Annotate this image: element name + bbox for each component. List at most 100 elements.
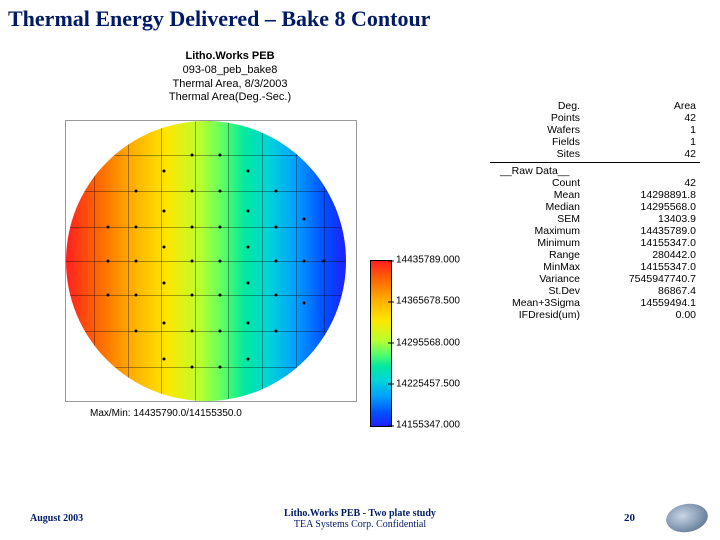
wafer-point [322,260,325,263]
stats-summary-row: Points42 [490,112,700,124]
wafer-point [191,226,194,229]
wafer-point [219,330,222,333]
stats-raw-row: Variance7545947740.7 [490,273,700,285]
stats-raw-row: Median14295568.0 [490,201,700,213]
wafer-point [191,293,194,296]
stats-raw-row: Range280442.0 [490,249,700,261]
grid-horizontal [66,331,346,332]
wafer-point [247,321,250,324]
colorbar-tick: 14155347.000 [396,420,496,431]
colorbar-tick: 14295568.000 [396,337,496,348]
footer-page: 20 [624,512,635,524]
wafer-grid [66,121,346,401]
wafer-point [247,282,250,285]
grid-horizontal [66,191,346,192]
colorbar-tick: 14225457.500 [396,378,496,389]
stats-label: SEM [490,213,580,225]
wafer-point [303,260,306,263]
stats-label: Range [490,249,580,261]
stats-value: 42 [580,112,696,124]
wafer-point [303,218,306,221]
wafer-point [163,170,166,173]
stats-label: Minimum [490,237,580,249]
wafer-point [219,293,222,296]
wafer-point [219,366,222,369]
stats-raw-row: Maximum14435789.0 [490,225,700,237]
wafer-point [135,226,138,229]
footer-logo-icon [664,501,710,536]
wafer-contour [66,121,346,401]
wafer-point [107,226,110,229]
footer-line1: Litho.Works PEB - Two plate study [284,508,436,519]
wafer-point [163,209,166,212]
stats-label: Variance [490,273,580,285]
wafer-point [247,170,250,173]
stats-raw-row: MinMax14155347.0 [490,261,700,273]
wafer-point [135,190,138,193]
wafer-point [107,260,110,263]
stats-value: 14298891.8 [580,189,696,201]
stats-header: Deg. Area [490,100,700,112]
stats-separator [490,162,700,163]
chart-header: Litho.Works PEB 093-08_peb_bake8 Thermal… [150,50,310,105]
colorbar-tick: 14435789.000 [396,255,496,266]
stats-value: 14559494.1 [580,297,696,309]
wafer-point [191,260,194,263]
stats-label: MinMax [490,261,580,273]
stats-value: 14295568.0 [580,201,696,213]
stats-value: 0.00 [580,309,696,321]
footer-line2: TEA Systems Corp. Confidential [294,519,426,530]
stats-value: 14155347.0 [580,261,696,273]
wafer-point [135,260,138,263]
stats-value: 42 [580,148,696,160]
stats-value: 14155347.0 [580,237,696,249]
wafer-frame [65,120,357,402]
stats-panel: Deg. Area Points42Wafers1Fields1Sites42 … [490,100,700,321]
stats-summary-row: Wafers1 [490,124,700,136]
wafer-point [163,246,166,249]
chart-header-line3: Thermal Area, 8/3/2003 [150,78,310,92]
wafer-point [107,293,110,296]
maxmin-label: Max/Min: 14435790.0/14155350.0 [90,408,242,419]
page-title: Thermal Energy Delivered – Bake 8 Contou… [0,0,720,38]
stats-value: 7545947740.7 [580,273,696,285]
stats-raw-row: Mean14298891.8 [490,189,700,201]
stats-label: Median [490,201,580,213]
wafer-point [247,358,250,361]
stats-label: Maximum [490,225,580,237]
stats-label: Fields [490,136,580,148]
stats-label: Sites [490,148,580,160]
stats-raw-row: Count42 [490,177,700,189]
wafer-point [135,330,138,333]
wafer-point [275,190,278,193]
stats-label: IFDresid(um) [490,309,580,321]
stats-label: Mean+3Sigma [490,297,580,309]
chart-header-line2: 093-08_peb_bake8 [150,64,310,78]
stats-label: Wafers [490,124,580,136]
stats-label: Mean [490,189,580,201]
wafer-point [247,246,250,249]
grid-horizontal [66,367,346,368]
chart-area: Litho.Works PEB 093-08_peb_bake8 Thermal… [10,50,710,490]
wafer-point [219,226,222,229]
wafer-point [219,153,222,156]
stats-raw-row: Minimum14155347.0 [490,237,700,249]
stats-label: St.Dev [490,285,580,297]
footer-center: Litho.Works PEB - Two plate study TEA Sy… [0,508,720,530]
stats-value: 280442.0 [580,249,696,261]
footer: August 2003 Litho.Works PEB - Two plate … [0,500,720,534]
stats-value: 86867.4 [580,285,696,297]
stats-value: 1 [580,136,696,148]
stats-raw-row: St.Dev86867.4 [490,285,700,297]
wafer-point [303,302,306,305]
stats-value: 42 [580,177,696,189]
chart-header-line1: Litho.Works PEB [150,50,310,64]
stats-value: 14435789.0 [580,225,696,237]
wafer-point [275,330,278,333]
stats-raw-row: IFDresid(um)0.00 [490,309,700,321]
stats-header-deg: Deg. [490,100,580,112]
wafer-point [247,209,250,212]
wafer-point [163,321,166,324]
wafer-point [219,190,222,193]
wafer-point [219,260,222,263]
